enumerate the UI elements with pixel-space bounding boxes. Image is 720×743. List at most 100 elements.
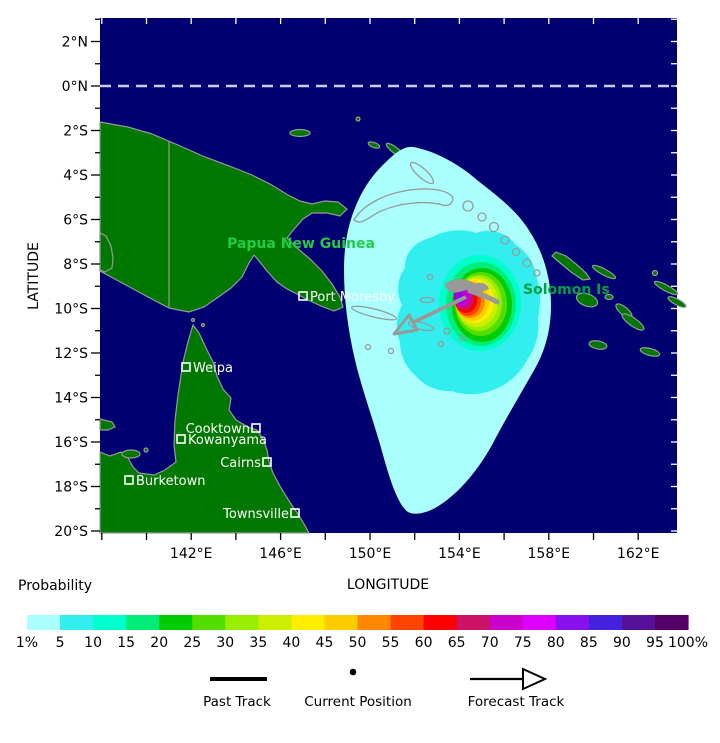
land-small-island: [651, 269, 659, 277]
y-axis-title: LATITUDE: [26, 242, 42, 310]
colorbar-segment: [621, 615, 656, 630]
y-tick-label: 16°S: [54, 435, 88, 451]
colorbar-segment: [357, 615, 392, 630]
outline-island: [426, 273, 434, 281]
land-new-georgia: [575, 292, 599, 308]
city-marker-weipa: [181, 362, 191, 372]
colorbar-tick-label: 25: [183, 635, 201, 651]
city-label-weipa: Weipa: [193, 361, 233, 376]
outline-island: [443, 327, 451, 335]
outline-island: [477, 212, 487, 222]
city-label-port-moresby: Port Moresby: [310, 290, 395, 305]
city-marker-townsville: [290, 508, 300, 518]
colorbar-segment: [93, 615, 127, 630]
x-tick-label: 142°E: [170, 546, 213, 562]
x-tick-label: 154°E: [438, 546, 481, 562]
land-australia: [99, 323, 311, 534]
land-torres-island: [190, 317, 196, 323]
colorbar-segment: [159, 615, 193, 630]
colorbar-segment: [456, 615, 491, 630]
outline-island: [437, 340, 445, 348]
outline-new-britain: [353, 188, 454, 223]
forecast-track-legend-icon: [470, 667, 548, 691]
colorbar-tick-label: 15: [117, 635, 135, 651]
city-label-cooktown: Cooktown: [186, 422, 250, 437]
colorbar-segment: [126, 615, 160, 630]
colorbar-segment: [324, 615, 359, 630]
landmasses: [99, 116, 687, 534]
city-marker-burketown: [124, 475, 134, 485]
outline-new-ireland-south: [409, 161, 435, 185]
current-position-legend-icon: [349, 668, 357, 676]
colorbar-tick-label: 70: [481, 635, 499, 651]
colorbar-tick-label: 75: [514, 635, 532, 651]
colorbar-title: Probability: [18, 578, 92, 594]
outline-louisiade: [351, 305, 397, 321]
legend-current-position-label: Current Position: [304, 694, 412, 710]
colorbar-tick-label: 60: [415, 635, 433, 651]
colorbar-tick-label: 45: [316, 635, 334, 651]
outline-island: [488, 221, 500, 233]
colorbar-tick-label: 50: [349, 635, 367, 651]
axis-tick-labels: 142°E 146°E 150°E 154°E 158°E 162°E 2°N 0°N 2°S 4…: [54, 35, 659, 563]
legend-past-track-label: Past Track: [203, 694, 271, 710]
outline-island: [387, 347, 395, 355]
colorbar-tick-label: 80: [547, 635, 565, 651]
land-island-chain: [667, 296, 687, 308]
outline-island: [364, 343, 372, 351]
land-dolak-island: [99, 232, 114, 273]
city-label-townsville: Townsville: [222, 507, 289, 522]
forecast-track-arrowhead-icon: [392, 313, 419, 336]
outline-island: [533, 269, 541, 277]
legend-forecast-track-label: Forecast Track: [468, 694, 565, 710]
outline-island: [419, 296, 435, 304]
city-marker-cairns: [262, 457, 272, 467]
colorbar-segment: [225, 615, 259, 630]
colorbar-segment: [192, 615, 226, 630]
colorbar-tick-label: 55: [382, 635, 400, 651]
y-tick-label: 2°N: [62, 35, 88, 51]
land-torres-island: [200, 322, 206, 328]
past-track-line: [444, 278, 489, 293]
x-tick-label: 158°E: [528, 546, 571, 562]
colorbar-segment: [489, 615, 524, 630]
outline-island: [522, 258, 532, 268]
land-choiseul: [591, 264, 617, 280]
colorbar-tick-label: 95: [646, 635, 664, 651]
y-tick-label: 2°S: [63, 124, 88, 140]
y-tick-label: 12°S: [54, 346, 88, 362]
x-tick-label: 146°E: [259, 546, 302, 562]
y-tick-label: 14°S: [54, 391, 88, 407]
land-coast-sliver: [99, 418, 116, 431]
colorbar-tick-label: 85: [580, 635, 598, 651]
outline-island: [462, 200, 474, 212]
colorbar-segment: [60, 615, 94, 630]
colorbar-tick-label: 5: [56, 635, 65, 651]
colorbar-tick-label: 90: [613, 635, 631, 651]
land-island-chain: [653, 280, 679, 296]
axis-ticks: [91, 18, 677, 540]
land-small-island: [367, 141, 381, 149]
city-label-kowanyama: Kowanyama: [188, 433, 267, 448]
land-malaita: [621, 313, 645, 331]
y-tick-label: 8°S: [63, 257, 88, 273]
colorbar: [27, 615, 689, 630]
city-label-burketown: Burketown: [136, 474, 206, 489]
colorbar-tick-label: 20: [150, 635, 168, 651]
city-marker-kowanyama: [176, 434, 186, 444]
x-axis-title: LONGITUDE: [347, 577, 429, 593]
y-tick-label: 0°N: [62, 79, 88, 95]
y-tick-label: 18°S: [54, 480, 88, 496]
colorbar-tick-label: 35: [249, 635, 267, 651]
x-tick-label: 162°E: [617, 546, 660, 562]
land-new-guinea: [99, 121, 348, 313]
colorbar-tick-label: 40: [282, 635, 300, 651]
colorbar-tick-label: 10: [84, 635, 102, 651]
colorbar-tick-label: 30: [216, 635, 234, 651]
outline-louisiade: [407, 320, 435, 332]
land-guadalcanal: [588, 340, 608, 350]
colorbar-segment: [390, 615, 425, 630]
colorbar-tick-label: 1%: [16, 635, 38, 651]
